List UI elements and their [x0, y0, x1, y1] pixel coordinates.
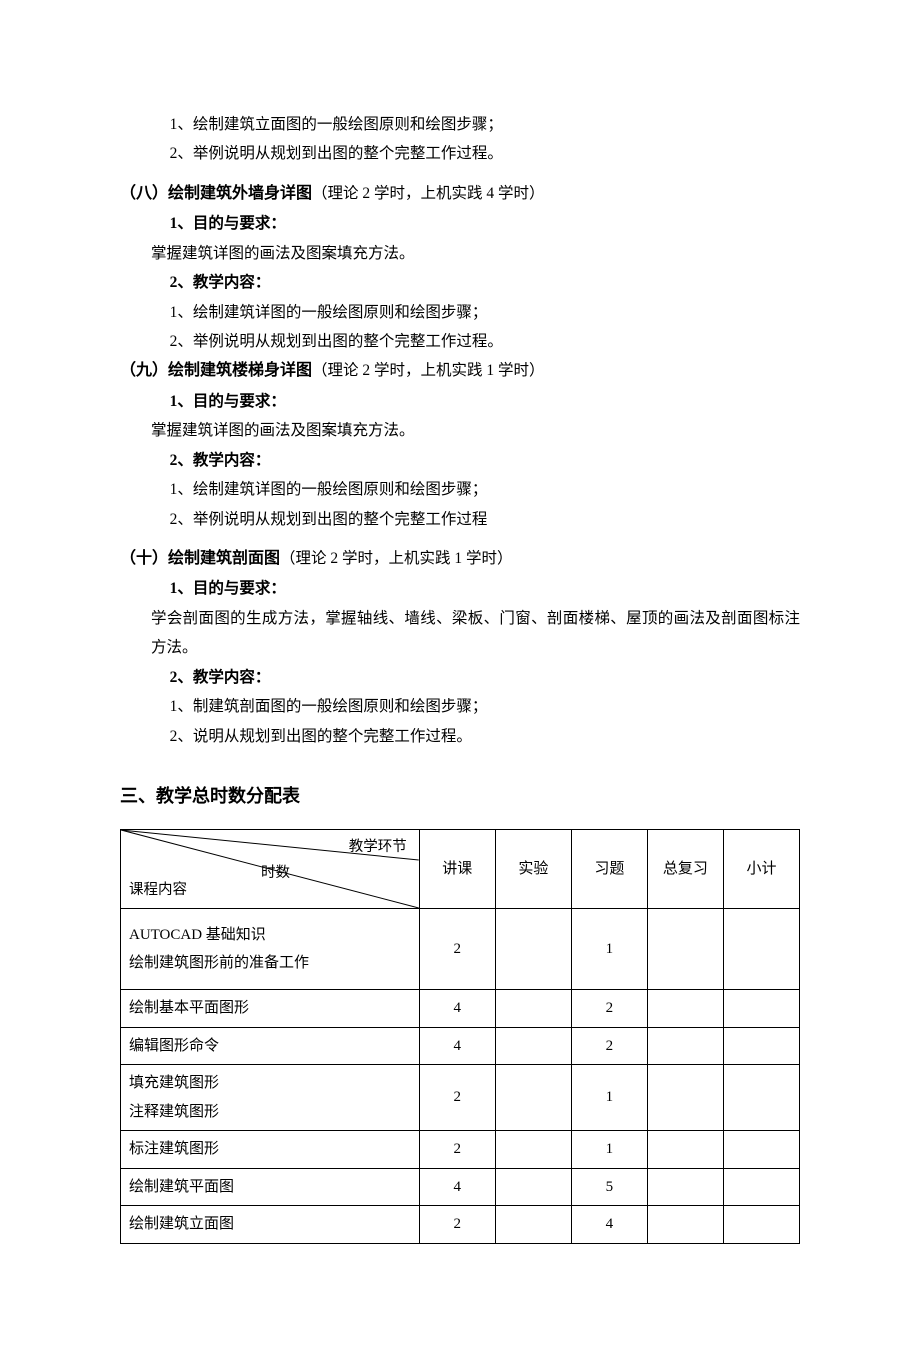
table-cell: [647, 909, 723, 990]
table-cell: [647, 1168, 723, 1206]
table-cell: [495, 1027, 571, 1065]
table-cell: [647, 1131, 723, 1169]
purpose-text: 学会剖面图的生成方法，掌握轴线、墙线、梁板、门窗、剖面楼梯、屋顶的画法及剖面图标…: [120, 604, 800, 663]
section-heading-note: （理论 2 学时，上机实践 1 学时）: [312, 362, 545, 379]
col-header: 总复习: [647, 830, 723, 909]
table-cell: 4: [419, 1168, 495, 1206]
table-cell: [723, 1065, 799, 1131]
table-cell: 2: [419, 1206, 495, 1244]
table-cell: [495, 909, 571, 990]
table-cell: [723, 909, 799, 990]
table-cell: 1: [571, 1065, 647, 1131]
table-cell: 2: [419, 1131, 495, 1169]
table-cell: [495, 1131, 571, 1169]
table-cell: 2: [419, 1065, 495, 1131]
content-line: 2、举例说明从规划到出图的整个完整工作过程: [120, 505, 800, 534]
table-row: 绘制建筑立面图2 4: [121, 1206, 800, 1244]
purpose-label: 1、目的与要求：: [120, 209, 800, 238]
row-topic: AUTOCAD 基础知识绘制建筑图形前的准备工作: [121, 909, 420, 990]
col-header: 讲课: [419, 830, 495, 909]
row-topic: 绘制基本平面图形: [121, 990, 420, 1028]
table-cell: 4: [419, 990, 495, 1028]
purpose-text: 掌握建筑详图的画法及图案填充方法。: [120, 416, 800, 445]
table-cell: [723, 1027, 799, 1065]
table-cell: [647, 1027, 723, 1065]
table-cell: [647, 990, 723, 1028]
row-topic: 编辑图形命令: [121, 1027, 420, 1065]
content-label: 2、教学内容：: [120, 663, 800, 692]
section-heading-main: （九）绘制建筑楼梯身详图: [120, 362, 312, 379]
table-cell: 2: [571, 990, 647, 1028]
document-page: 1、绘制建筑立面图的一般绘图原则和绘图步骤； 2、举例说明从规划到出图的整个完整…: [0, 0, 920, 1354]
table-cell: [723, 1168, 799, 1206]
content-line: 1、制建筑剖面图的一般绘图原则和绘图步骤；: [120, 692, 800, 721]
content-line: 2、说明从规划到出图的整个完整工作过程。: [120, 722, 800, 751]
section-heading: （八）绘制建筑外墙身详图（理论 2 学时，上机实践 4 学时）: [120, 179, 800, 209]
table-cell: 1: [571, 1131, 647, 1169]
row-topic: 填充建筑图形注释建筑图形: [121, 1065, 420, 1131]
content-line: 2、举例说明从规划到出图的整个完整工作过程。: [120, 327, 800, 356]
row-topic: 绘制建筑平面图: [121, 1168, 420, 1206]
table-row: AUTOCAD 基础知识绘制建筑图形前的准备工作21: [121, 909, 800, 990]
table-cell: 1: [571, 909, 647, 990]
content-label: 2、教学内容：: [120, 268, 800, 297]
section-heading-note: （理论 2 学时，上机实践 1 学时）: [280, 550, 513, 567]
section-heading-note: （理论 2 学时，上机实践 4 学时）: [312, 185, 545, 202]
section-heading: （十）绘制建筑剖面图（理论 2 学时，上机实践 1 学时）: [120, 544, 800, 574]
table-row: 填充建筑图形注释建筑图形2 1: [121, 1065, 800, 1131]
purpose-label: 1、目的与要求：: [120, 387, 800, 416]
table-cell: [647, 1206, 723, 1244]
section-heading: （九）绘制建筑楼梯身详图（理论 2 学时，上机实践 1 学时）: [120, 356, 800, 386]
table-cell: [723, 1131, 799, 1169]
table-cell: [495, 990, 571, 1028]
table-cell: [723, 990, 799, 1028]
content-label: 2、教学内容：: [120, 446, 800, 475]
diag-label-hx: 教学环节: [349, 834, 407, 862]
table-cell: 2: [571, 1027, 647, 1065]
table-cell: 5: [571, 1168, 647, 1206]
section-heading-main: （十）绘制建筑剖面图: [120, 550, 280, 567]
diag-label-hs: 时数: [261, 860, 290, 888]
col-header: 小计: [723, 830, 799, 909]
table-row: 绘制基本平面图形4 2: [121, 990, 800, 1028]
table-cell: [723, 1206, 799, 1244]
row-topic: 标注建筑图形: [121, 1131, 420, 1169]
content-line: 1、绘制建筑详图的一般绘图原则和绘图步骤；: [120, 475, 800, 504]
table-row: 绘制建筑平面图4 5: [121, 1168, 800, 1206]
content-line: 1、绘制建筑详图的一般绘图原则和绘图步骤；: [120, 298, 800, 327]
pre-line: 1、绘制建筑立面图的一般绘图原则和绘图步骤；: [120, 110, 800, 139]
hours-table: 教学环节 时数 课程内容 讲课 实验 习题 总复习 小计 AUTOCAD 基础知…: [120, 829, 800, 1244]
diag-label-kc: 课程内容: [129, 877, 187, 905]
table-row: 标注建筑图形2 1: [121, 1131, 800, 1169]
table-section-title: 三、教学总时数分配表: [120, 779, 800, 813]
table-row: 编辑图形命令4 2: [121, 1027, 800, 1065]
table-cell: [495, 1206, 571, 1244]
hours-table-element: 教学环节 时数 课程内容 讲课 实验 习题 总复习 小计 AUTOCAD 基础知…: [120, 829, 800, 1244]
table-cell: 2: [419, 909, 495, 990]
table-diagonal-header: 教学环节 时数 课程内容: [121, 830, 420, 909]
col-header: 习题: [571, 830, 647, 909]
table-cell: [495, 1168, 571, 1206]
table-cell: [495, 1065, 571, 1131]
col-header: 实验: [495, 830, 571, 909]
purpose-text: 掌握建筑详图的画法及图案填充方法。: [120, 239, 800, 268]
table-header-row: 教学环节 时数 课程内容 讲课 实验 习题 总复习 小计: [121, 830, 800, 909]
section-heading-main: （八）绘制建筑外墙身详图: [120, 185, 312, 202]
row-topic: 绘制建筑立面图: [121, 1206, 420, 1244]
purpose-label: 1、目的与要求：: [120, 574, 800, 603]
table-cell: [647, 1065, 723, 1131]
table-cell: 4: [419, 1027, 495, 1065]
table-body: AUTOCAD 基础知识绘制建筑图形前的准备工作21绘制基本平面图形42编辑图形…: [121, 909, 800, 1244]
table-cell: 4: [571, 1206, 647, 1244]
pre-line: 2、举例说明从规划到出图的整个完整工作过程。: [120, 139, 800, 168]
